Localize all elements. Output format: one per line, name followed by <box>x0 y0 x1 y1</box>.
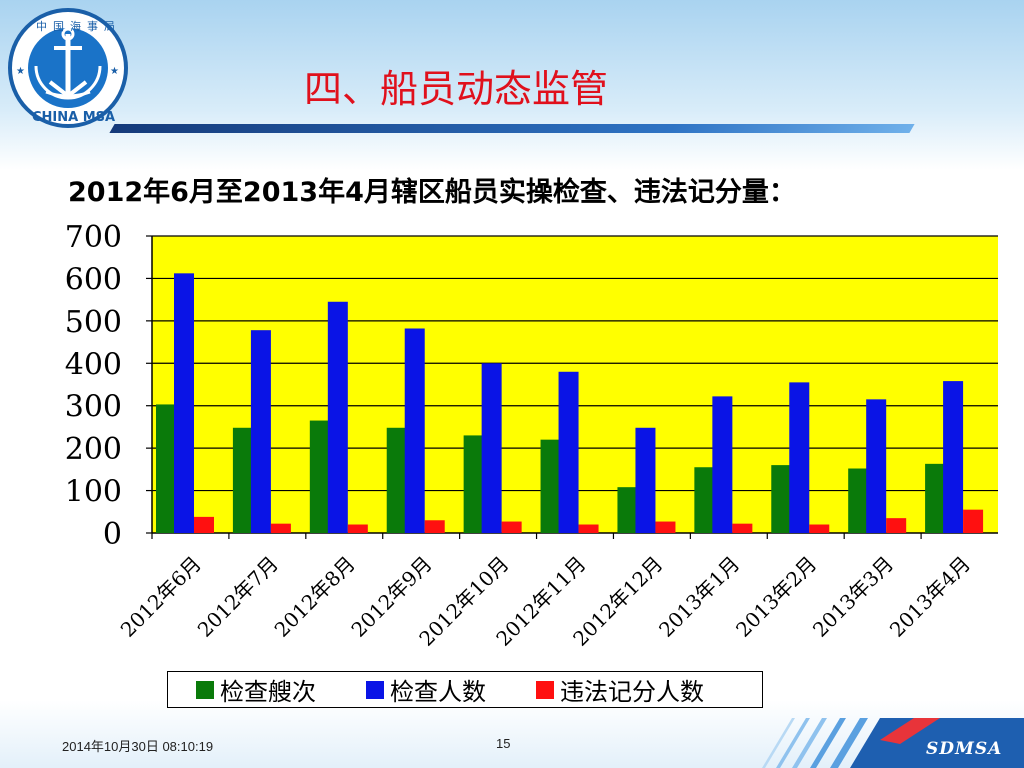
legend-item-series2: 检查人数 <box>366 672 486 707</box>
bar-series-2 <box>327 301 348 533</box>
bar-series-2 <box>712 396 733 533</box>
legend-item-series3: 违法记分人数 <box>536 672 704 707</box>
legend-swatch-red <box>536 680 554 699</box>
bar-series-2 <box>250 330 271 533</box>
footer-date: 2014年10月30日 08:10:19 <box>62 739 214 754</box>
y-tick-label: 400 <box>65 347 122 382</box>
bar-series-3 <box>963 509 984 533</box>
legend-label: 检查艘次 <box>220 678 316 706</box>
bar-series-1 <box>463 435 484 533</box>
svg-text:★: ★ <box>110 66 119 77</box>
chart-subtitle: 2012年6月至2013年4月辖区船员实操检查、违法记分量： <box>68 177 796 208</box>
bar-series-1 <box>694 467 715 533</box>
bar-series-1 <box>156 404 176 533</box>
bar-series-1 <box>386 427 407 533</box>
bar-series-2 <box>174 273 194 533</box>
footer-brand: SDMSA <box>926 739 1003 759</box>
legend-swatch-blue <box>366 680 384 699</box>
bar-series-2 <box>943 381 964 533</box>
x-tick-label: 2012年6月 <box>116 552 206 642</box>
legend-label: 违法记分人数 <box>560 678 704 706</box>
y-tick-label: 300 <box>65 390 122 425</box>
y-tick-label: 600 <box>65 262 122 297</box>
bar-series-1 <box>617 487 638 533</box>
bar-series-1 <box>540 439 561 533</box>
bar-series-3 <box>270 523 291 533</box>
bar-series-3 <box>578 524 599 533</box>
logo-bottom-text: CHINA MSA <box>32 110 116 125</box>
bar-series-3 <box>424 520 445 533</box>
bar-series-3 <box>655 521 676 533</box>
logo-top-text: 中国海事局 <box>36 20 121 33</box>
bar-series-3 <box>732 523 753 533</box>
x-tick-label: 2012年7月 <box>193 552 283 642</box>
bar-series-2 <box>789 382 810 533</box>
bar-chart: 0 100 200 300 400 500 600 700 2012年6月2012年7月2012… <box>65 220 998 651</box>
bar-series-1 <box>848 468 869 533</box>
y-tick-label: 200 <box>65 432 122 467</box>
y-tick-label: 0 <box>103 517 122 552</box>
bar-series-2 <box>481 363 502 533</box>
bar-series-2 <box>558 371 579 533</box>
legend-label: 检查人数 <box>390 678 486 706</box>
y-tick-label: 700 <box>65 220 122 255</box>
x-tick-label: 2013年1月 <box>654 552 744 642</box>
y-tick-label: 100 <box>65 475 122 510</box>
bar-series-3 <box>194 516 214 533</box>
bar-series-2 <box>866 399 887 533</box>
china-msa-logo: ★ ★ <box>8 8 128 128</box>
bar-series-1 <box>771 465 792 533</box>
x-tick-label: 2013年4月 <box>885 552 975 642</box>
footer-stripe-decoration <box>762 718 1024 768</box>
x-tick-label: 2012年8月 <box>270 552 360 642</box>
bar-series-2 <box>635 427 656 533</box>
legend-item-series1: 检查艘次 <box>196 672 316 707</box>
page-title: 四、船员动态监管 <box>304 67 609 111</box>
bar-series-2 <box>404 328 425 533</box>
x-tick-label: 2013年3月 <box>808 552 898 642</box>
bar-series-3 <box>886 518 907 533</box>
bar-series-3 <box>501 521 522 533</box>
footer-page-number: 15 <box>496 736 511 751</box>
bar-series-1 <box>309 420 330 533</box>
bar-series-3 <box>809 524 830 533</box>
svg-text:★: ★ <box>16 66 25 77</box>
y-tick-label: 500 <box>65 305 122 340</box>
chart-legend: 检查艘次 检查人数 违法记分人数 <box>167 671 763 708</box>
x-tick-label: 2013年2月 <box>731 552 821 642</box>
bar-series-1 <box>925 463 946 533</box>
bar-series-1 <box>232 427 253 533</box>
legend-swatch-green <box>196 680 214 699</box>
bar-series-3 <box>347 524 368 533</box>
